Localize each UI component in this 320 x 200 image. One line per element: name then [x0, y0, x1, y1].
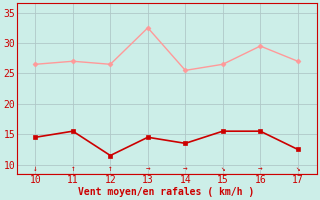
- Text: ↑: ↑: [108, 164, 113, 173]
- Text: →: →: [183, 164, 188, 173]
- Text: →: →: [258, 164, 263, 173]
- Text: →: →: [146, 164, 150, 173]
- X-axis label: Vent moyen/en rafales ( km/h ): Vent moyen/en rafales ( km/h ): [78, 187, 255, 197]
- Text: ↘: ↘: [295, 164, 300, 173]
- Text: ↓: ↓: [33, 164, 38, 173]
- Text: ↘: ↘: [220, 164, 225, 173]
- Text: ↑: ↑: [70, 164, 75, 173]
